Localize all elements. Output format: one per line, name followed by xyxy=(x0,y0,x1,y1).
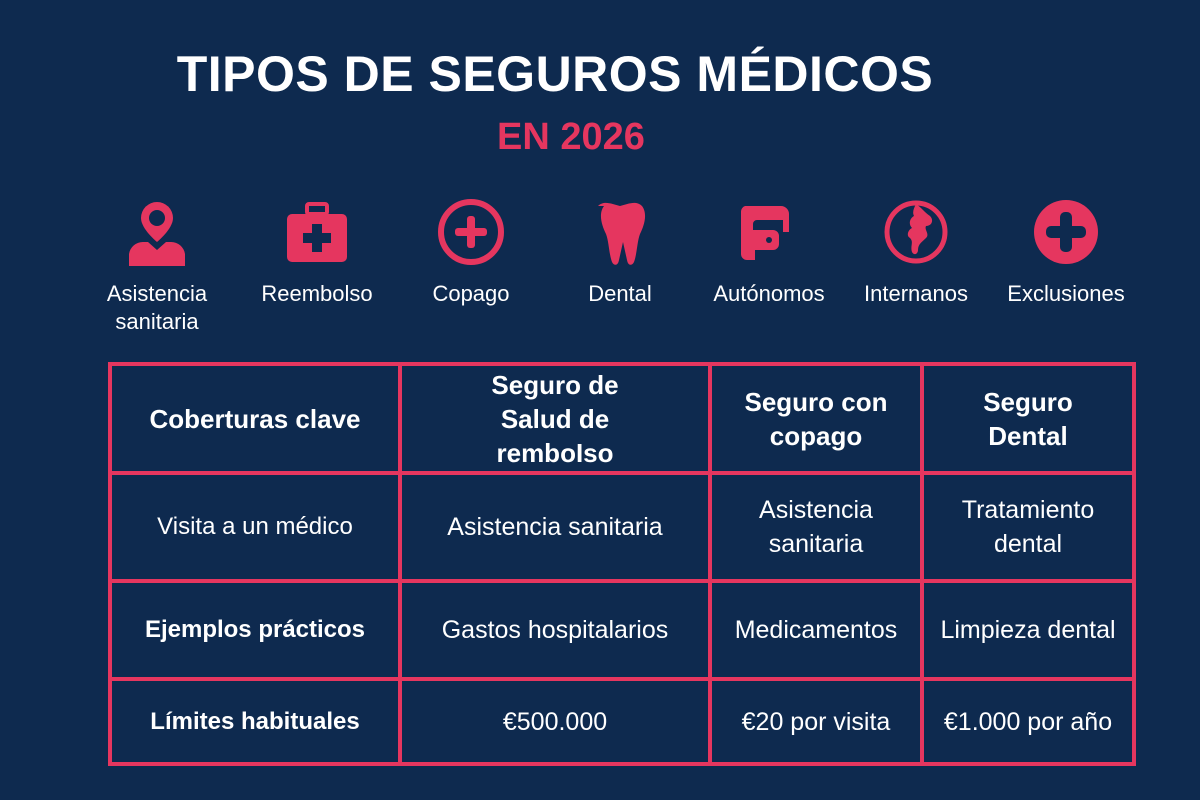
location-person-icon xyxy=(129,202,185,266)
table-header-cell: Coberturas clave xyxy=(149,403,361,434)
category-autonomos: Autónomos xyxy=(694,196,844,308)
category-label: Asistencia sanitaria xyxy=(106,281,208,334)
category-label: Internanos xyxy=(864,281,968,306)
category-label: Exclusiones xyxy=(1007,281,1125,306)
table-header-cell: Seguro Dental xyxy=(983,386,1073,451)
page-subtitle: EN 2026 xyxy=(497,116,645,158)
comparison-table: Coberturas clave Seguro de Salud de remb… xyxy=(108,362,1136,766)
table-cell: €20 por visita xyxy=(741,707,891,736)
table-row-label: Límites habituales xyxy=(150,707,360,735)
page-title: TIPOS DE SEGUROS MÉDICOS xyxy=(176,46,934,102)
table-header-cell: Seguro con copago xyxy=(744,386,888,451)
plus-circle-outline-icon xyxy=(438,199,504,265)
table-cell: Tratamiento dental xyxy=(961,496,1095,558)
category-copago: Copago xyxy=(396,196,546,308)
column-divider xyxy=(708,366,712,762)
category-asistencia: Asistencia sanitaria xyxy=(82,196,232,336)
medical-kit-icon xyxy=(287,202,347,262)
table-cell: Limpieza dental xyxy=(940,616,1116,644)
table-cell: €1.000 por año xyxy=(943,707,1113,736)
table-row-label: Ejemplos prácticos xyxy=(144,616,366,643)
table-row-label: Visita a un médico xyxy=(157,513,353,540)
table-cell: €500.000 xyxy=(502,707,608,736)
category-label: Reembolso xyxy=(261,281,373,306)
table-cell: Medicamentos xyxy=(734,616,898,644)
table-cell: Asistencia sanitaria xyxy=(447,513,663,541)
category-dental: Dental xyxy=(545,196,695,308)
plus-circle-filled-icon xyxy=(1034,200,1098,264)
row-divider xyxy=(112,579,1132,583)
globe-icon xyxy=(884,200,948,264)
table-cell: Asistencia sanitaria xyxy=(759,496,873,558)
category-internanos: Internanos xyxy=(841,196,991,308)
category-exclusiones: Exclusiones xyxy=(991,196,1141,308)
tooth-icon xyxy=(598,202,646,265)
column-divider xyxy=(920,366,924,762)
column-divider xyxy=(398,366,402,762)
category-label: Autónomos xyxy=(713,281,825,306)
row-divider xyxy=(112,471,1132,475)
row-divider xyxy=(112,677,1132,681)
table-header-cell: Seguro de Salud de remboIso xyxy=(491,369,619,468)
category-reembolso: Reembolso xyxy=(242,196,392,308)
category-label: Copago xyxy=(432,281,510,306)
table-cell: Gastos hospitalarios xyxy=(441,616,669,644)
category-label: Dental xyxy=(588,281,652,306)
category-icon-row: Asistencia sanitaria Reembolso Copago De… xyxy=(0,196,1200,346)
card-tag-icon xyxy=(740,206,789,260)
